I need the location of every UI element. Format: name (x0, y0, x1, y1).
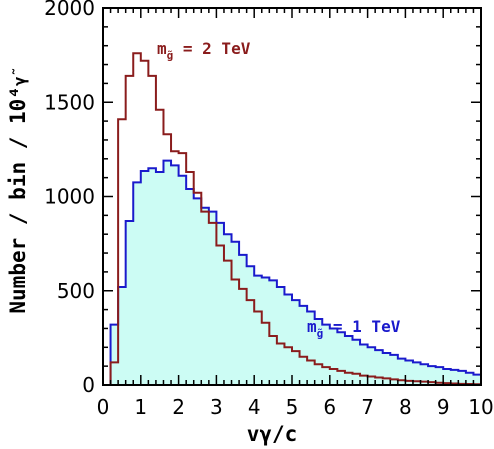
y-axis-title: Number / bin / 10⁴ (6, 86, 30, 314)
x-tick-label: 8 (399, 395, 412, 419)
x-tick-label: 1 (134, 395, 147, 419)
series-0-line (103, 159, 481, 385)
svg-text:Number / bin / 10⁴γ̃: Number / bin / 10⁴γ̃ (6, 68, 30, 313)
x-tick-label: 6 (323, 395, 336, 419)
x-tick-label: 2 (172, 395, 185, 419)
x-tick-label: 10 (468, 395, 493, 419)
x-tick-label: 7 (361, 395, 374, 419)
annotation-1tev-suffix: = 1 TeV (323, 317, 400, 336)
annotation-2tev-prefix: m (157, 39, 167, 58)
series-0-fill (103, 160, 481, 385)
y-axis-title-symbol: γ̃ (10, 68, 29, 86)
annotation-2tev-subscript: g̃ (167, 49, 174, 62)
x-tick-label: 5 (286, 395, 299, 419)
x-tick-label: 0 (97, 395, 110, 419)
y-tick-label: 1500 (44, 90, 95, 114)
annotation-1tev-subscript: g̃ (317, 327, 324, 340)
y-axis-title-group: Number / bin / 10⁴γ̃ (6, 68, 30, 313)
annotation-1tev: mg̃ = 1 TeV (307, 317, 401, 340)
x-axis-title: vγ/c (247, 422, 298, 446)
y-tick-label: 500 (57, 279, 95, 303)
x-tick-label: 3 (210, 395, 223, 419)
plot-area (103, 52, 481, 385)
y-tick-label: 0 (82, 373, 95, 397)
axes (102, 7, 482, 386)
x-tick-label: 9 (437, 395, 450, 419)
annotation-2tev-suffix: = 2 TeV (173, 39, 250, 58)
annotation-1tev-prefix: m (307, 317, 317, 336)
x-tick-label: 4 (248, 395, 261, 419)
annotation-2tev: mg̃ = 2 TeV (157, 39, 251, 62)
y-tick-label: 2000 (44, 0, 95, 20)
y-tick-label: 1000 (44, 185, 95, 209)
